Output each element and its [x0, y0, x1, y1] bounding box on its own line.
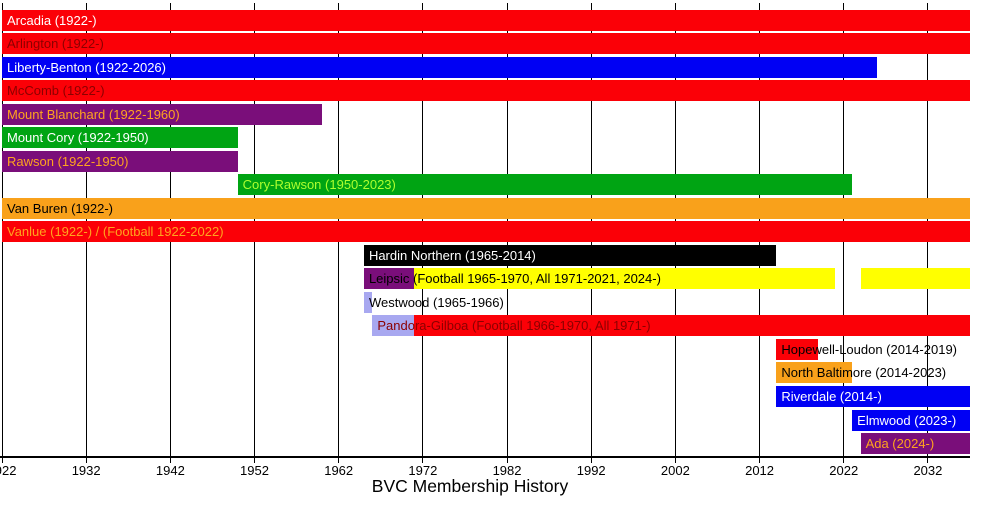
bar-label-mount-blanchard: Mount Blanchard (1922-1960): [7, 106, 180, 122]
bar-segment-ada-2024: [860, 433, 970, 455]
timeline-row-riverdale: Riverdale (2014-): [0, 385, 1000, 407]
axis-tick-1922: [1, 458, 3, 463]
timeline-row-leipsic: Leipsic (Football 1965-1970, All 1971-20…: [0, 268, 1000, 290]
axis-tick-label-1972: 1972: [408, 463, 438, 478]
axis-tick-label-2022: 2022: [829, 463, 859, 478]
bar-label-van-buren: Van Buren (1922-): [7, 200, 113, 216]
timeline-row-liberty-benton: Liberty-Benton (1922-2026): [0, 56, 1000, 78]
bar-segment-cory-rawson-1950: [237, 174, 853, 196]
axis-tick-label-1952: 1952: [240, 463, 269, 478]
bar-label-westwood: Westwood (1965-1966): [368, 294, 504, 310]
timeline-row-pandora-gilboa: Pandora-Gilboa (Football 1966-1970, All …: [0, 315, 1000, 337]
axis-tick-label-1992: 1992: [576, 463, 606, 478]
bar-label-arlington: Arlington (1922-): [7, 36, 104, 52]
bar-segment-arcadia-1922: [2, 9, 970, 31]
bar-segment-mount-cory-1922: [2, 127, 238, 149]
timeline-row-rawson: Rawson (1922-1950): [0, 150, 1000, 172]
axis-tick-1952: [254, 458, 256, 463]
bar-label-hopewell-loudon: Hopewell-Loudon (2014-2019): [781, 341, 958, 357]
bar-segment-liberty-benton-1922: [2, 56, 878, 78]
bar-label-rawson: Rawson (1922-1950): [7, 153, 129, 169]
bar-segment-leipsic-1965: [363, 268, 415, 290]
axis-tick-label-1922: 1922: [0, 463, 17, 478]
bar-segment-riverdale-2014: [776, 385, 970, 407]
bar-segment-mccomb-1922: [2, 80, 970, 102]
bar-label-mccomb: McComb (1922-): [7, 83, 105, 99]
bar-segment-hardin-northern-1965: [363, 244, 777, 266]
timeline-row-ada: Ada (2024-): [0, 433, 1000, 455]
bar-segment-mount-blanchard-1922: [2, 103, 322, 125]
timeline-row-cory-rawson: Cory-Rawson (1950-2023): [0, 174, 1000, 196]
axis-tick-1992: [590, 458, 592, 463]
axis-tick-label-1982: 1982: [492, 463, 522, 478]
axis-tick-label-2012: 2012: [745, 463, 775, 478]
axis-tick-label-2002: 2002: [660, 463, 690, 478]
timeline-row-van-buren: Van Buren (1922-): [0, 197, 1000, 219]
bar-segment-hopewell-loudon-2014: [776, 338, 819, 360]
x-axis-line: [0, 456, 970, 458]
timeline-row-north-baltimore: North Baltimore (2014-2023): [0, 362, 1000, 384]
timeline-row-mccomb: McComb (1922-): [0, 80, 1000, 102]
axis-tick-label-1932: 1932: [71, 463, 101, 478]
bar-label-vanlue: Vanlue (1922-) / (Football 1922-2022): [7, 224, 224, 240]
bar-label-hardin-northern: Hardin Northern (1965-2014): [368, 247, 536, 263]
bar-segment-leipsic-2024: [860, 268, 970, 290]
bar-label-liberty-benton: Liberty-Benton (1922-2026): [7, 59, 166, 75]
timeline-row-mount-cory: Mount Cory (1922-1950): [0, 127, 1000, 149]
timeline-row-hardin-northern: Hardin Northern (1965-2014): [0, 244, 1000, 266]
axis-tick-label-2032: 2032: [913, 463, 943, 478]
timeline-row-arlington: Arlington (1922-): [0, 33, 1000, 55]
bar-segment-north-baltimore-2014: [776, 362, 853, 384]
axis-tick-2022: [843, 458, 845, 463]
bar-label-cory-rawson: Cory-Rawson (1950-2023): [242, 177, 396, 193]
axis-tick-1942: [169, 458, 171, 463]
bar-segment-arlington-1922: [2, 33, 970, 55]
bar-label-north-baltimore: North Baltimore (2014-2023): [781, 365, 947, 381]
bar-segment-elmwood-2023: [852, 409, 970, 431]
axis-tick-label-1962: 1962: [324, 463, 354, 478]
bar-label-ada: Ada (2024-): [865, 436, 935, 452]
bar-segment-leipsic-1971: [414, 268, 836, 290]
axis-tick-2002: [674, 458, 676, 463]
timeline-row-elmwood: Elmwood (2023-): [0, 409, 1000, 431]
bar-label-leipsic: Leipsic (Football 1965-1970, All 1971-20…: [368, 271, 661, 287]
bar-segment-pandora-gilboa-1971: [414, 315, 970, 337]
timeline-row-westwood: Westwood (1965-1966): [0, 291, 1000, 313]
axis-tick-2032: [927, 458, 929, 463]
chart-title: BVC Membership History: [371, 476, 569, 496]
axis-tick-label-1942: 1942: [155, 463, 185, 478]
axis-tick-1932: [85, 458, 87, 463]
bar-segment-vanlue-1922: [2, 221, 970, 243]
timeline-row-mount-blanchard: Mount Blanchard (1922-1960): [0, 103, 1000, 125]
axis-tick-1972: [422, 458, 424, 463]
axis-tick-2012: [759, 458, 761, 463]
bar-label-arcadia: Arcadia (1922-): [7, 12, 97, 28]
timeline-row-hopewell-loudon: Hopewell-Loudon (2014-2019): [0, 338, 1000, 360]
bar-label-pandora-gilboa: Pandora-Gilboa (Football 1966-1970, All …: [377, 318, 651, 334]
timeline-row-vanlue: Vanlue (1922-) / (Football 1922-2022): [0, 221, 1000, 243]
bar-segment-rawson-1922: [2, 150, 238, 172]
timeline-row-arcadia: Arcadia (1922-): [0, 9, 1000, 31]
bar-label-riverdale: Riverdale (2014-): [781, 388, 882, 404]
bar-segment-van-buren-1922: [2, 197, 970, 219]
bar-label-elmwood: Elmwood (2023-): [857, 412, 957, 428]
bar-label-mount-cory: Mount Cory (1922-1950): [7, 130, 149, 146]
axis-tick-1982: [506, 458, 508, 463]
bar-segment-westwood-1965: [363, 291, 373, 313]
bar-segment-pandora-gilboa-1966: [372, 315, 415, 337]
axis-tick-1962: [338, 458, 340, 463]
